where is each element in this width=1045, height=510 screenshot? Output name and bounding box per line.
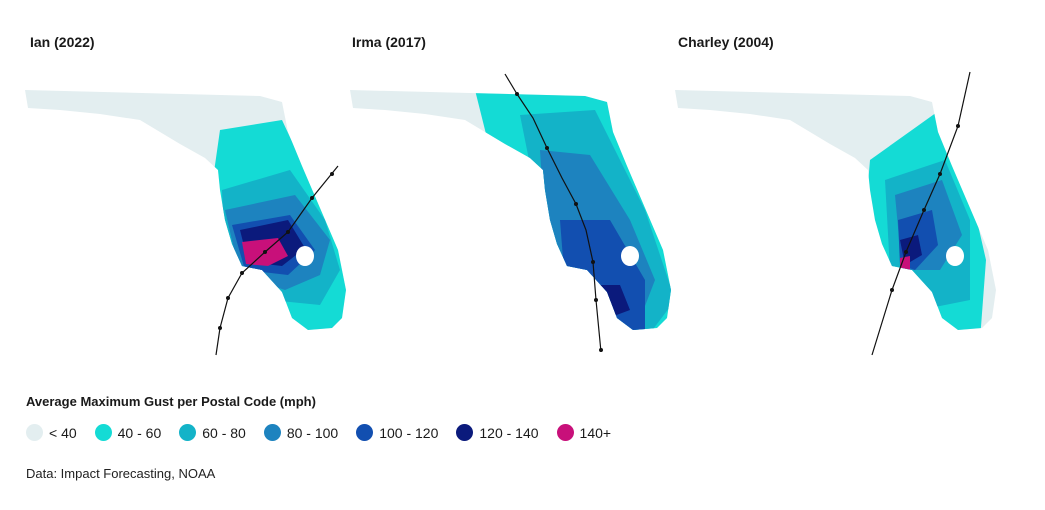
map-title-ian: Ian (2022) [30, 34, 95, 50]
track-points [218, 172, 334, 330]
legend-item-lt40: < 40 [26, 424, 77, 441]
lake-okeechobee [621, 246, 639, 266]
map-title-irma: Irma (2017) [352, 34, 426, 50]
legend-item-40-60: 40 - 60 [94, 424, 162, 441]
legend-swatch [356, 424, 374, 441]
data-source-note: Data: Impact Forecasting, NOAA [26, 466, 216, 481]
hurricane-track [504, 73, 602, 353]
legend-item-120-140: 120 - 140 [456, 424, 539, 441]
legend-item-80-100: 80 - 100 [263, 424, 339, 441]
zone-140-plus [595, 340, 611, 350]
legend-title: Average Maximum Gust per Postal Code (mp… [26, 394, 316, 409]
track-points [890, 124, 960, 292]
legend-swatch [556, 424, 574, 441]
legend-label: < 40 [49, 424, 77, 441]
legend-swatch [263, 424, 281, 441]
lake-okeechobee [296, 246, 314, 266]
track-points [515, 92, 603, 352]
map-charley [675, 71, 996, 356]
legend-swatch [94, 424, 112, 441]
map-ian [25, 90, 346, 356]
legend-label: 60 - 80 [202, 424, 246, 441]
lake-okeechobee [946, 246, 964, 266]
legend-swatch [179, 424, 197, 441]
map-irma [350, 73, 671, 353]
legend: < 40 40 - 60 60 - 80 80 - 100 100 - 120 … [26, 424, 629, 441]
legend-item-60-80: 60 - 80 [179, 424, 246, 441]
legend-swatch [26, 424, 43, 441]
legend-label: 120 - 140 [479, 424, 539, 441]
legend-label: 40 - 60 [117, 424, 162, 441]
legend-label: 100 - 120 [379, 424, 439, 441]
legend-label: 80 - 100 [286, 424, 339, 441]
legend-item-140plus: 140+ [556, 424, 612, 441]
legend-swatch [456, 424, 474, 441]
hurricane-track [215, 165, 339, 356]
legend-item-100-120: 100 - 120 [356, 424, 438, 441]
zone-140-plus [900, 256, 910, 270]
legend-label: 140+ [579, 424, 612, 441]
map-title-charley: Charley (2004) [678, 34, 774, 50]
